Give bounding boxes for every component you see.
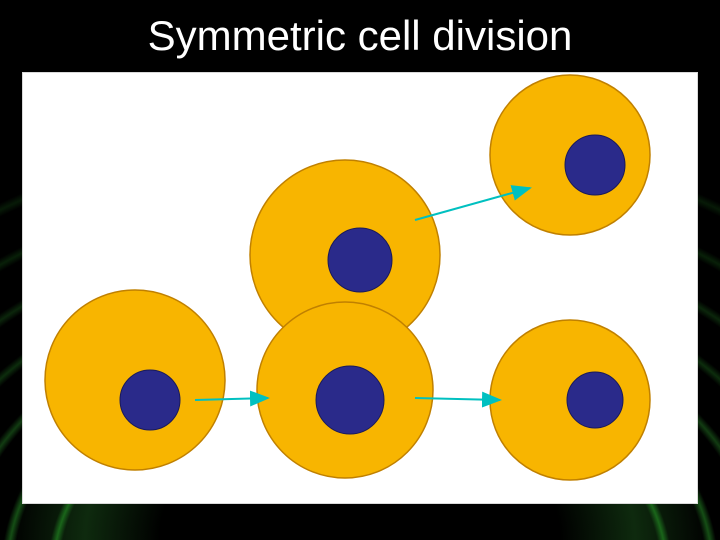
nucleus (316, 366, 384, 434)
cell-out-top (490, 75, 650, 235)
nucleus (120, 370, 180, 430)
cell-division-diagram (0, 0, 720, 540)
cell-out-bot (490, 320, 650, 480)
slide-title: Symmetric cell division (0, 12, 720, 60)
cell-mid-bot (257, 302, 433, 478)
nucleus (565, 135, 625, 195)
nucleus (567, 372, 623, 428)
nucleus (328, 228, 392, 292)
cell-parent (45, 290, 225, 470)
